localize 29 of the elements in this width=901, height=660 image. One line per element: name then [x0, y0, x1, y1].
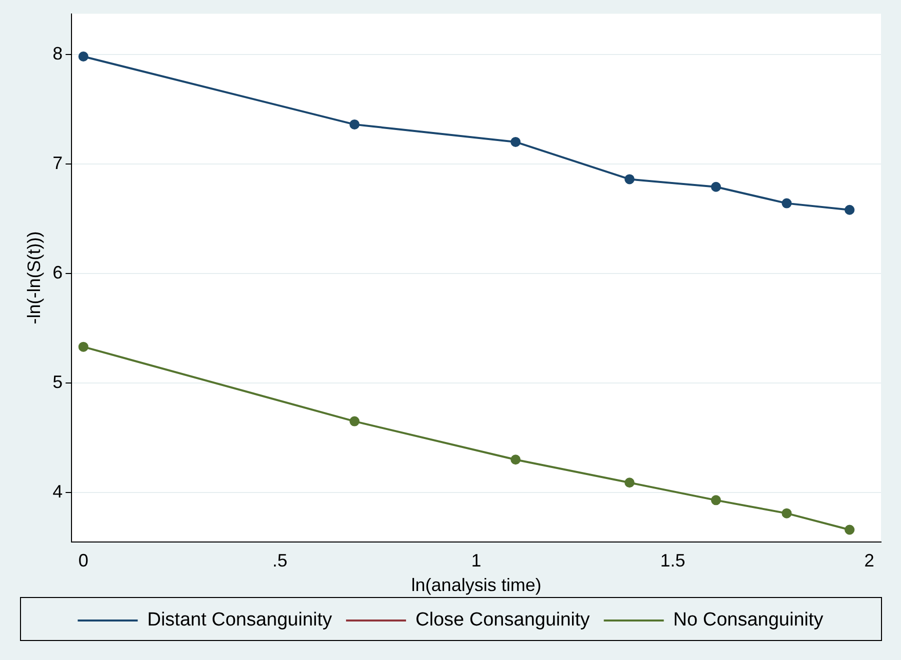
x-tick-label: .5: [272, 550, 288, 571]
legend-label: Close Consanguinity: [416, 610, 590, 631]
point: [782, 198, 792, 208]
point: [350, 416, 360, 426]
y-tick-label: 6: [52, 262, 63, 282]
point: [510, 454, 521, 465]
x-tick-label: 1: [471, 550, 482, 571]
y-tick-label: 5: [52, 372, 63, 392]
x-axis-title: ln(analysis time): [411, 575, 542, 596]
point: [624, 478, 635, 488]
y-tick-label: 7: [52, 152, 63, 173]
y-axis-title: -ln(-ln(S(t))): [24, 231, 44, 324]
point: [782, 508, 792, 518]
y-tick-label: 4: [52, 481, 63, 502]
point: [710, 182, 721, 192]
legend-label: No Consanguinity: [673, 610, 824, 631]
point: [624, 174, 635, 184]
point: [78, 342, 88, 352]
point: [844, 524, 855, 535]
x-tick-label: 0: [78, 550, 88, 571]
point: [350, 119, 360, 130]
point: [78, 52, 88, 62]
point: [710, 495, 721, 506]
point: [844, 204, 855, 215]
x-tick-label: 1.5: [660, 550, 686, 571]
x-tick-label: 2: [864, 550, 874, 571]
point: [510, 136, 521, 147]
y-tick-label: 8: [52, 43, 63, 64]
legend-label: Distant Consanguinity: [147, 610, 333, 631]
